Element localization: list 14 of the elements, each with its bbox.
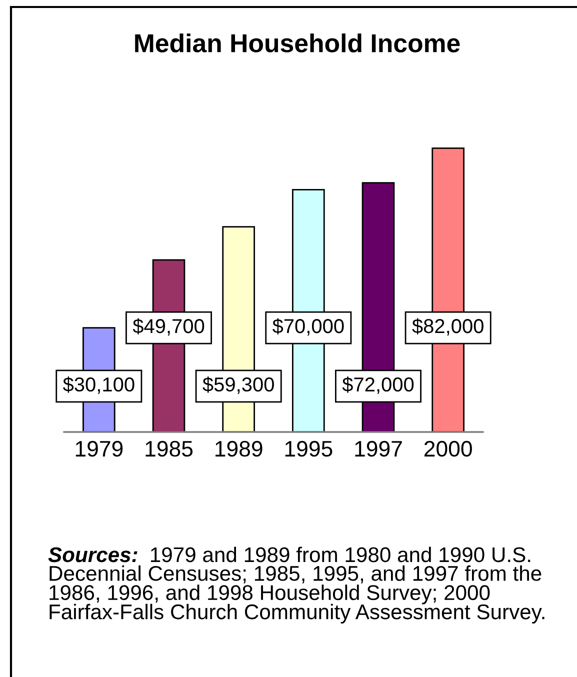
x-tick-label: 1997: [355, 440, 402, 457]
x-tick-label: 2000: [424, 440, 472, 457]
chart-title: Median Household Income: [135, 33, 460, 52]
data-label: $72,000: [342, 376, 414, 394]
data-label: $30,100: [62, 376, 134, 394]
x-tick-label: 1995: [285, 440, 332, 457]
data-label: $70,000: [272, 318, 344, 336]
data-label: $59,300: [202, 376, 274, 394]
x-tick-label: 1979: [76, 440, 123, 457]
x-tick-label: 1985: [146, 440, 193, 457]
source-note: Sources: 1979 and 1989 from 1980 and 1990 U.S. Decennial Censuses; 1985, 1995, and 1997 from the 1986, 1996, and 1998 Household Survey; 2000 Fairfax-Falls Church Community Assessment Survey.: [48, 546, 544, 624]
x-tick-label: 1989: [216, 440, 262, 457]
data-label: $82,000: [412, 318, 484, 336]
data-label: $49,700: [132, 318, 204, 336]
